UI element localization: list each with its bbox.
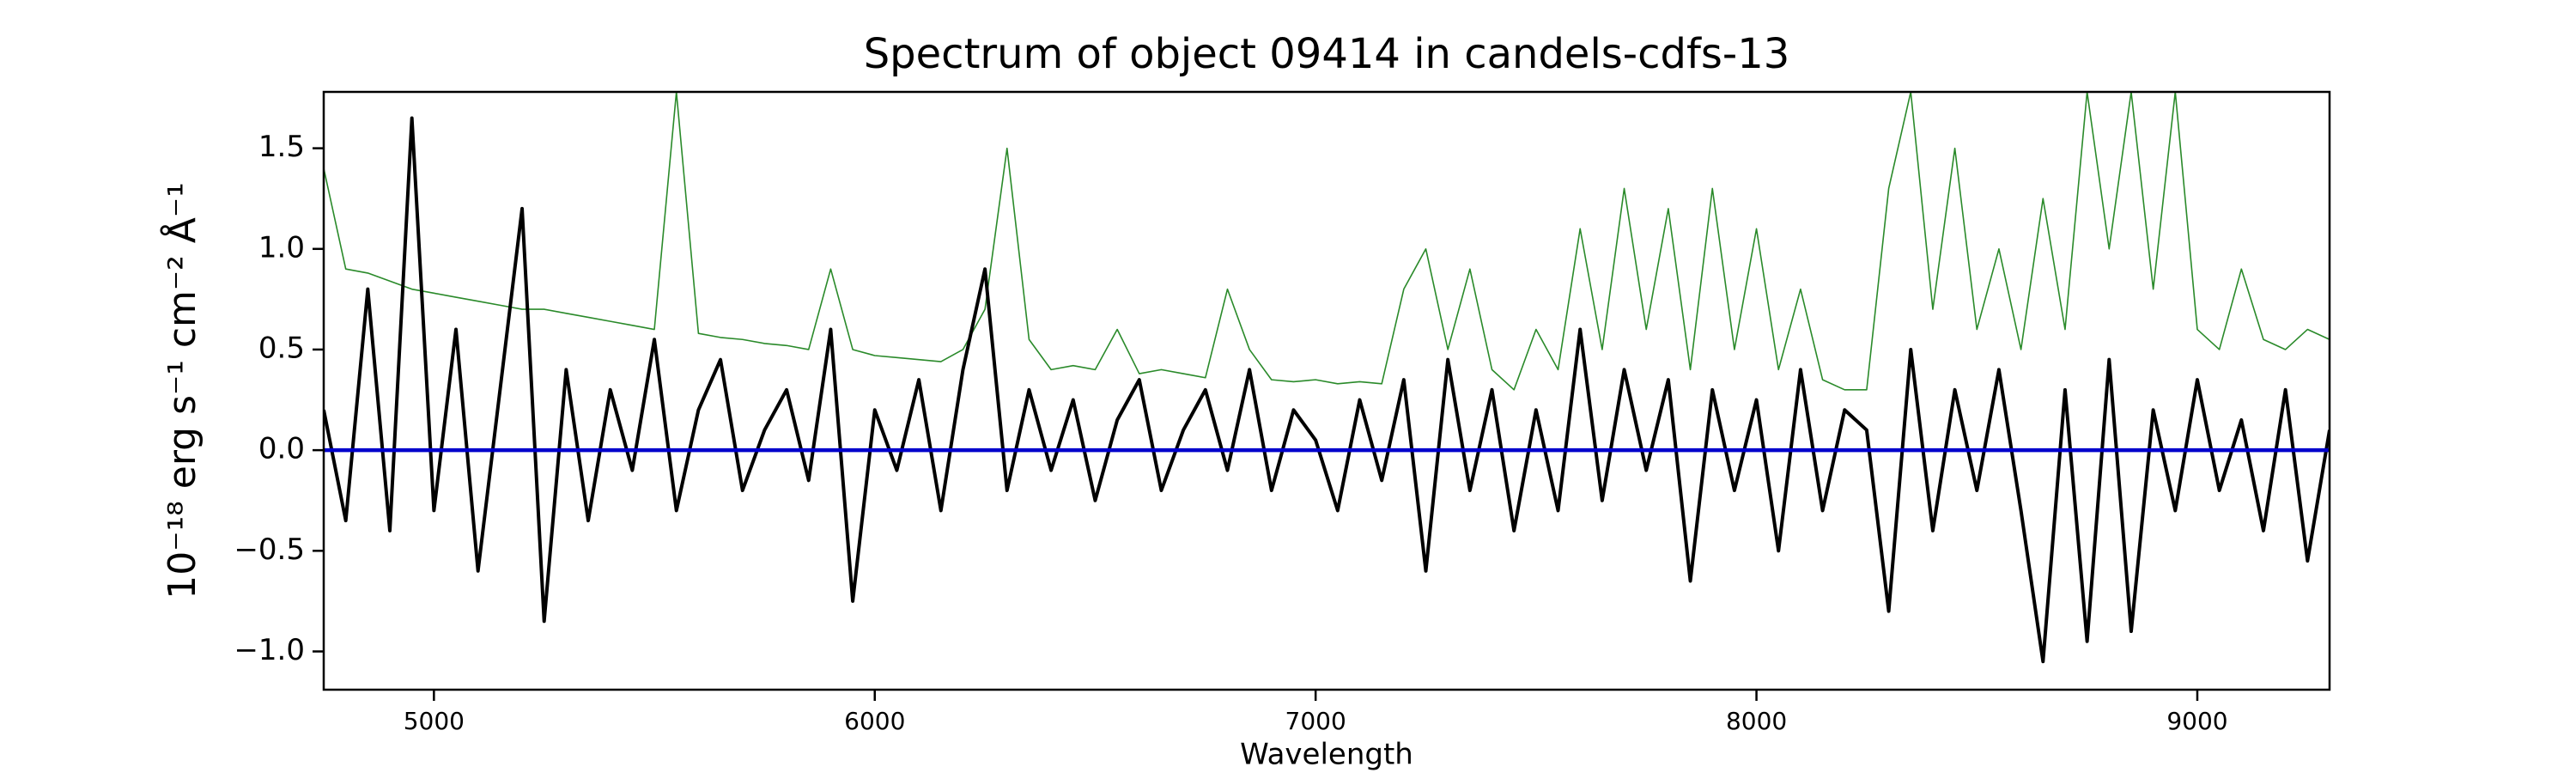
y-tick-label: 1.0 (258, 230, 305, 265)
y-tick-label: −0.5 (234, 533, 305, 567)
spectrum-line (324, 116, 2330, 664)
x-tick-label: 7000 (1285, 707, 1346, 735)
chart-title: Spectrum of object 09414 in candels-cdfs… (864, 30, 1790, 78)
spectrum-line (324, 92, 2330, 391)
x-tick-label: 5000 (404, 707, 465, 735)
plot-area (324, 92, 2330, 664)
x-tick-label: 9000 (2166, 707, 2227, 735)
x-tick-label: 6000 (844, 707, 905, 735)
x-axis-label: Wavelength (1240, 738, 1413, 772)
x-tick-label: 8000 (1726, 707, 1787, 735)
y-tick-label: −1.0 (234, 633, 305, 667)
y-tick-label: 0.0 (258, 432, 305, 466)
y-axis-label: 10⁻¹⁸ erg s⁻¹ cm⁻² Å⁻¹ (159, 182, 204, 599)
y-tick-label: 1.5 (258, 130, 305, 164)
y-tick-label: 0.5 (258, 331, 305, 365)
axes-frame (322, 90, 2331, 691)
